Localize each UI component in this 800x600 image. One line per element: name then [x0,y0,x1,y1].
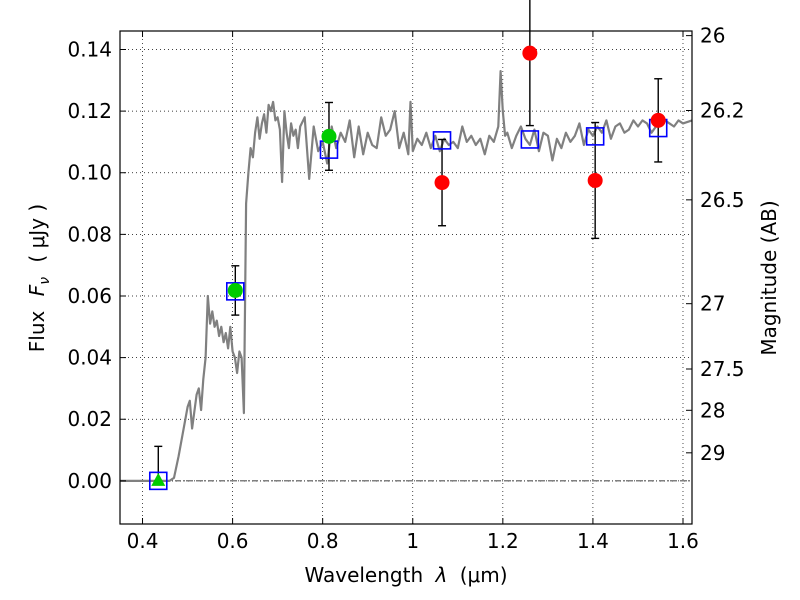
red-point [587,172,603,188]
x-tick-label: 1.6 [667,529,699,553]
red-point [650,112,666,128]
detection-point [227,282,243,298]
detection-point [321,128,337,144]
model-sed-line [120,69,693,482]
y-tick-label: 0.00 [67,469,112,493]
y-axis-ticks: 0.00 0.02 0.04 0.06 0.08 0.10 0.12 0.14 [67,37,126,493]
x-tick-label: 0.8 [307,529,339,553]
grid [120,31,692,524]
y-tick-label: 0.02 [67,407,112,431]
x-tick-label: 1.2 [487,529,519,553]
model-photometry-square [432,131,452,150]
model-photometry-square [226,282,245,301]
y2-tick-label: 29 [700,441,725,465]
y-axis-label: Flux Fν ( μJy ) [25,204,54,352]
y2-tick-label: 27.5 [700,357,745,381]
red-point [434,175,450,191]
red-point [522,45,538,61]
y2-tick-label: 26.2 [700,98,745,122]
model-photometry-square [585,127,605,146]
y2-axis-ticks: 26 26.2 26.5 27 27.5 28 29 [686,24,745,465]
model-sed-series [120,69,693,482]
x-axis-label: Wavelength λ (μm) [304,563,507,587]
x-tick-label: 1 [406,529,419,553]
y2-tick-label: 26.5 [700,188,745,212]
nondetection-triangle [151,472,166,486]
y-tick-label: 0.12 [67,99,112,123]
y-tick-label: 0.08 [67,222,112,246]
y2-tick-label: 28 [700,398,725,422]
model-photometry-square [148,471,168,491]
error-bars [154,0,663,482]
photometry-markers [148,45,668,491]
y2-axis-label: Magnitude (AB) [757,200,781,355]
y2-tick-label: 27 [700,292,725,316]
x-tick-label: 1.4 [577,529,609,553]
x-tick-label: 0.6 [217,529,249,553]
x-tick-label: 0.4 [127,529,159,553]
y-tick-label: 0.14 [67,37,112,61]
y2-tick-label: 26 [700,24,725,48]
y-tick-label: 0.10 [67,161,112,185]
model-photometry-square [520,130,540,149]
y-tick-label: 0.06 [67,284,112,308]
y-tick-label: 0.04 [67,346,112,370]
plot-frame [119,30,693,525]
x-axis-ticks: 0.4 0.6 0.8 1 1.2 1.4 1.6 [127,31,699,553]
